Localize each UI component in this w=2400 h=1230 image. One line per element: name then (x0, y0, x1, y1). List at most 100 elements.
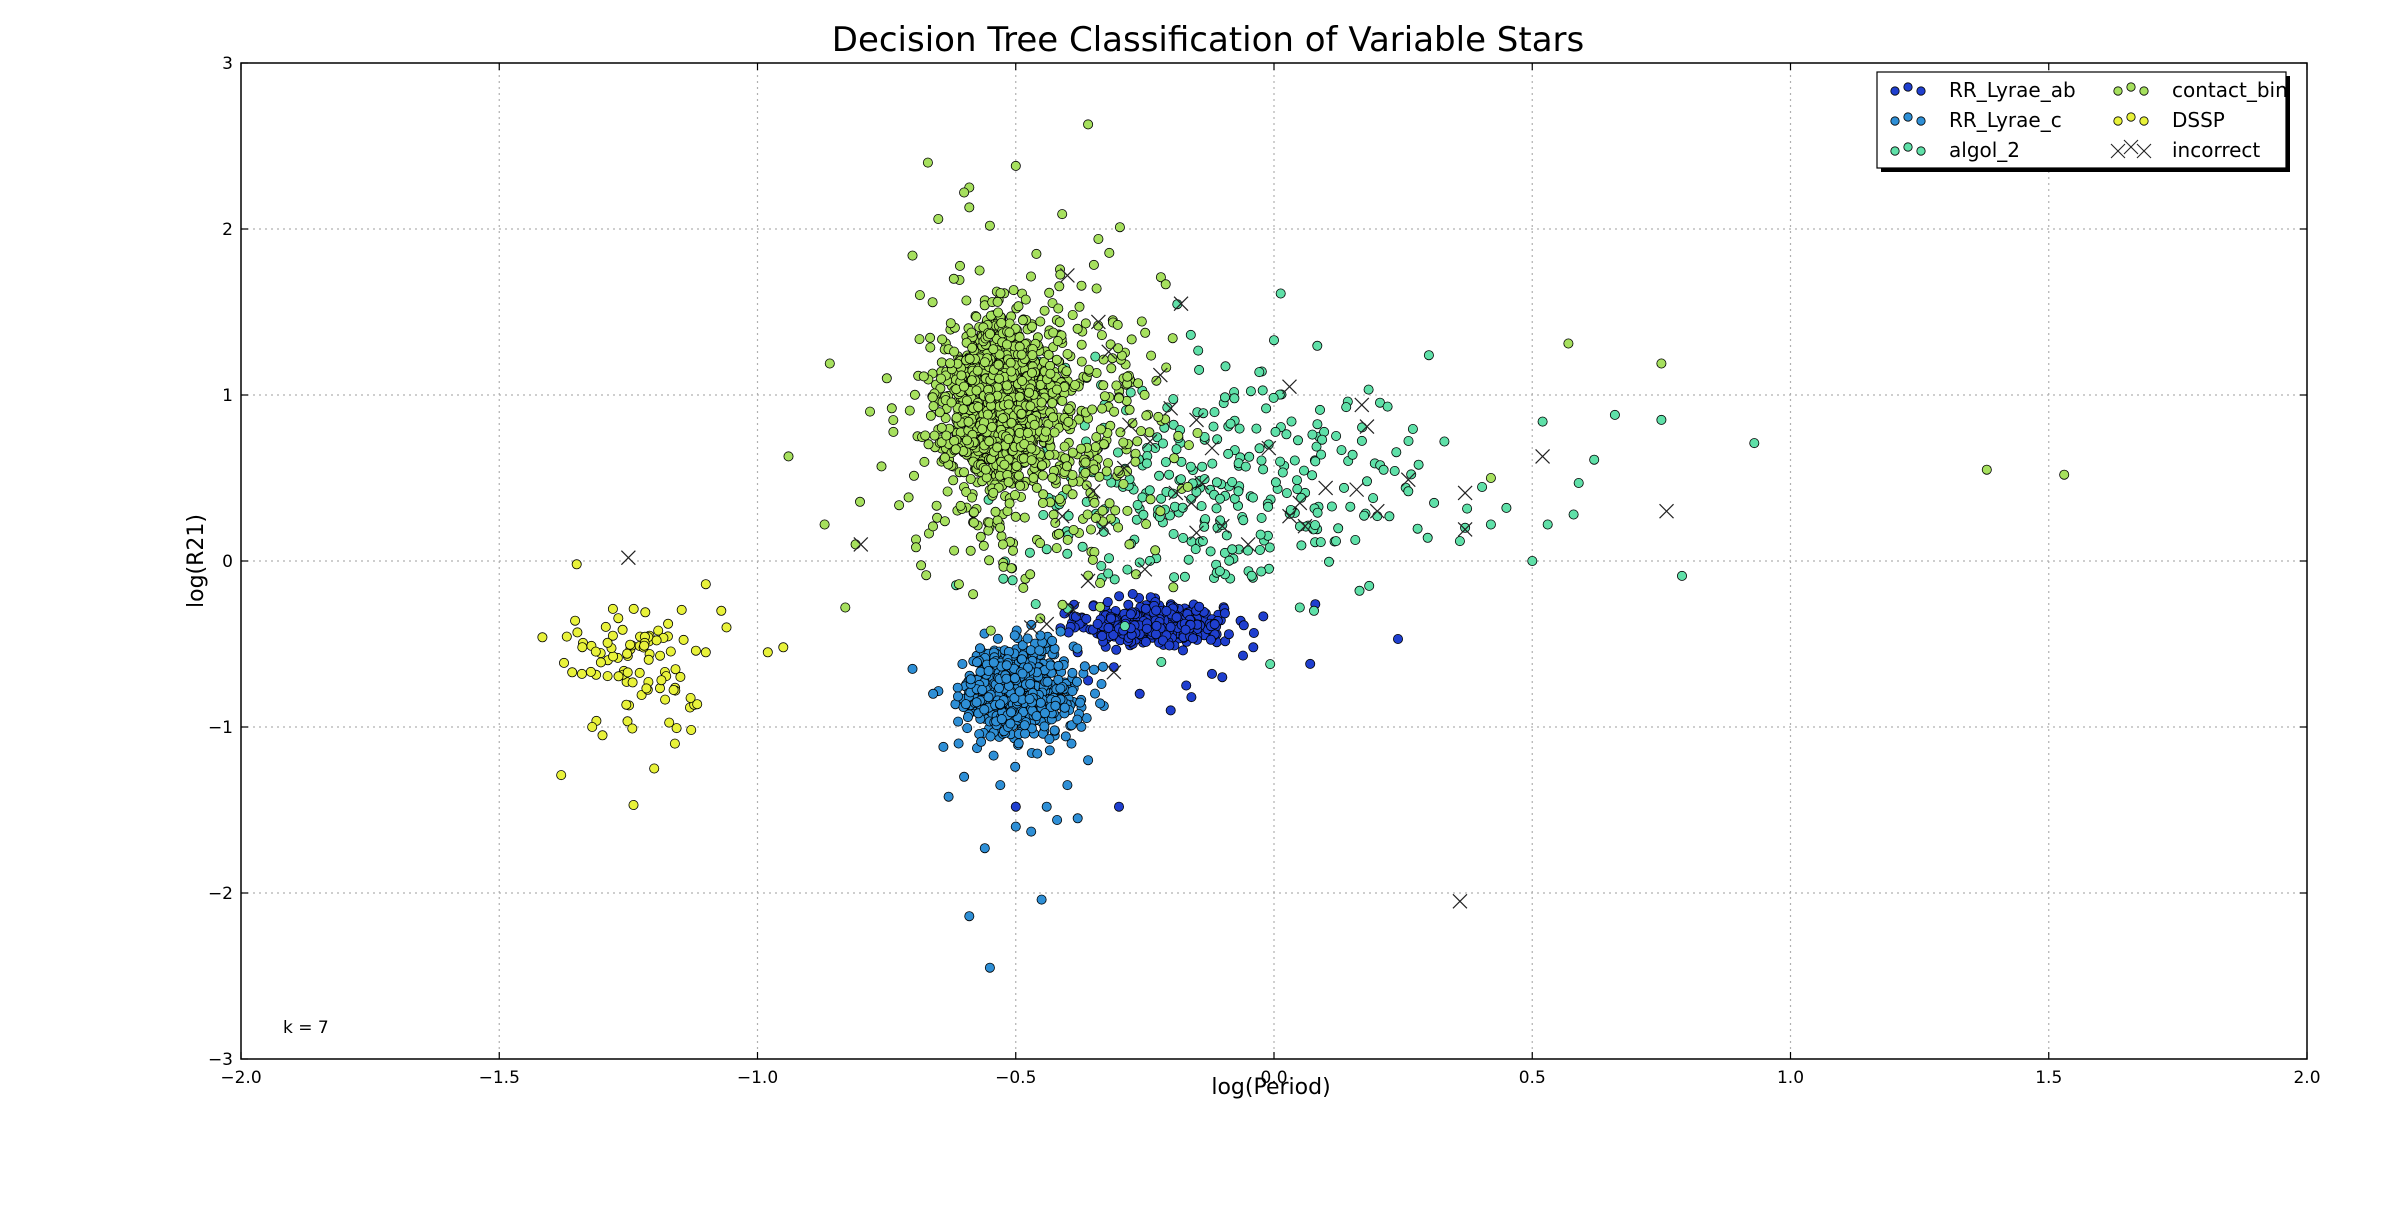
rr-lyrae-c-point (1032, 748, 1043, 759)
rr-lyrae-c-point (975, 666, 986, 677)
algol-2-point (1185, 461, 1196, 472)
algol-2-point (1382, 401, 1393, 412)
contact-bin-point (881, 373, 892, 384)
contact-bin-point (1118, 437, 1129, 448)
algol-2-point (1041, 544, 1052, 555)
rr-lyrae-c-point (952, 682, 963, 693)
contact-bin-point (1004, 327, 1015, 338)
contact-bin-point (993, 359, 1004, 370)
data-points (537, 119, 2070, 973)
contact-bin-point (985, 393, 996, 404)
legend-label-contact-bin: contact_bin (2172, 78, 2288, 102)
rr-lyrae-ab-point (1171, 612, 1182, 623)
contact-bin-point (1067, 489, 1078, 500)
algol-2-point (1749, 438, 1760, 449)
algol-2-point (1183, 554, 1194, 565)
contact-bin-point (1036, 397, 1047, 408)
y-tick-label: 2 (222, 220, 233, 240)
algol-2-point (1141, 458, 1152, 469)
x-tick-label: −1.5 (479, 1068, 520, 1088)
contact-bin-point (995, 288, 1006, 299)
contact-bin-point (946, 397, 957, 408)
algol-2-point (1191, 486, 1202, 497)
contact-bin-point (1067, 309, 1078, 320)
contact-bin-point (1485, 472, 1496, 483)
contact-bin-point (959, 467, 970, 478)
dssp-point (613, 613, 624, 624)
contact-bin-point (948, 273, 959, 284)
algol-2-point (1185, 329, 1196, 340)
rr-lyrae-c-point (1059, 702, 1070, 713)
algol-2-point (1345, 501, 1356, 512)
contact-bin-point (1068, 525, 1079, 536)
dssp-point (613, 671, 624, 682)
dssp-point (668, 685, 679, 696)
rr-lyrae-c-point (1009, 630, 1020, 641)
x-tick-label: −2.0 (220, 1068, 261, 1088)
rr-lyrae-ab-point (1141, 623, 1152, 634)
contact-bin-point (886, 403, 897, 414)
contact-bin-point (1656, 358, 1667, 369)
algol-2-point (1109, 574, 1120, 585)
algol-2-point (1038, 509, 1049, 520)
rr-lyrae-c-point (1090, 688, 1101, 699)
algol-2-point (1223, 448, 1234, 459)
algol-2-point (1199, 474, 1210, 485)
algol-2-point (1324, 556, 1335, 567)
algol-2-point (1422, 532, 1433, 543)
rr-lyrae-ab-point (1305, 658, 1316, 669)
contact-bin-point (1101, 466, 1112, 477)
contact-bin-point (959, 381, 970, 392)
contact-bin-point (876, 461, 887, 472)
contact-bin-point (1044, 287, 1055, 298)
algol-2-point (1132, 499, 1143, 510)
contact-bin-point (1183, 440, 1194, 451)
contact-bin-point (1017, 375, 1028, 386)
contact-bin-point (1003, 434, 1014, 445)
algol-2-point (1264, 542, 1275, 553)
contact-bin-point (990, 506, 1001, 517)
contact-bin-point (819, 519, 830, 530)
rr-lyrae-ab-point (1150, 629, 1161, 640)
algol-2-point (1256, 566, 1267, 577)
algol-2-point (1103, 568, 1114, 579)
y-tick-label: 1 (222, 386, 233, 406)
rr-lyrae-c-point (1049, 725, 1060, 736)
contact-bin-point (925, 332, 936, 343)
contact-bin-point (984, 436, 995, 447)
contact-bin-point (1091, 283, 1102, 294)
contact-bin-point (967, 342, 978, 353)
dssp-point (700, 579, 711, 590)
rr-lyrae-ab-point (1127, 589, 1138, 600)
algol-2-point (1384, 511, 1395, 522)
dssp-point (567, 667, 578, 678)
contact-bin-point (961, 295, 972, 306)
algol-2-point (1254, 443, 1265, 454)
contact-bin-point (1087, 554, 1098, 565)
algol-2-point (1178, 533, 1189, 544)
dssp-point (571, 559, 582, 570)
algol-2-point (1285, 504, 1296, 515)
rr-lyrae-ab-point (1070, 611, 1081, 622)
contact-bin-point (978, 540, 989, 551)
algol-2-point (1256, 513, 1267, 524)
algol-2-point (1227, 476, 1238, 487)
rr-lyrae-c-point (1026, 619, 1037, 630)
rr-lyrae-ab-point (1103, 622, 1114, 633)
rr-lyrae-c-point (1055, 683, 1066, 694)
contact-bin-point (988, 344, 999, 355)
contact-bin-point (1155, 272, 1166, 283)
contact-bin-point (2059, 469, 2070, 480)
contact-bin-point (1169, 453, 1180, 464)
rr-lyrae-c-point (971, 697, 982, 708)
k-annotation: k = 7 (283, 1018, 329, 1038)
rr-lyrae-c-point (1024, 694, 1035, 705)
rr-lyrae-ab-point (1083, 675, 1094, 686)
rr-lyrae-c-point (1081, 713, 1092, 724)
rr-lyrae-ab-point (1238, 650, 1249, 661)
contact-bin-point (965, 473, 976, 484)
algol-2-point (1176, 474, 1187, 485)
contact-bin-point (997, 539, 1008, 550)
contact-bin-point (1167, 333, 1178, 344)
contact-bin-point (1067, 447, 1078, 458)
